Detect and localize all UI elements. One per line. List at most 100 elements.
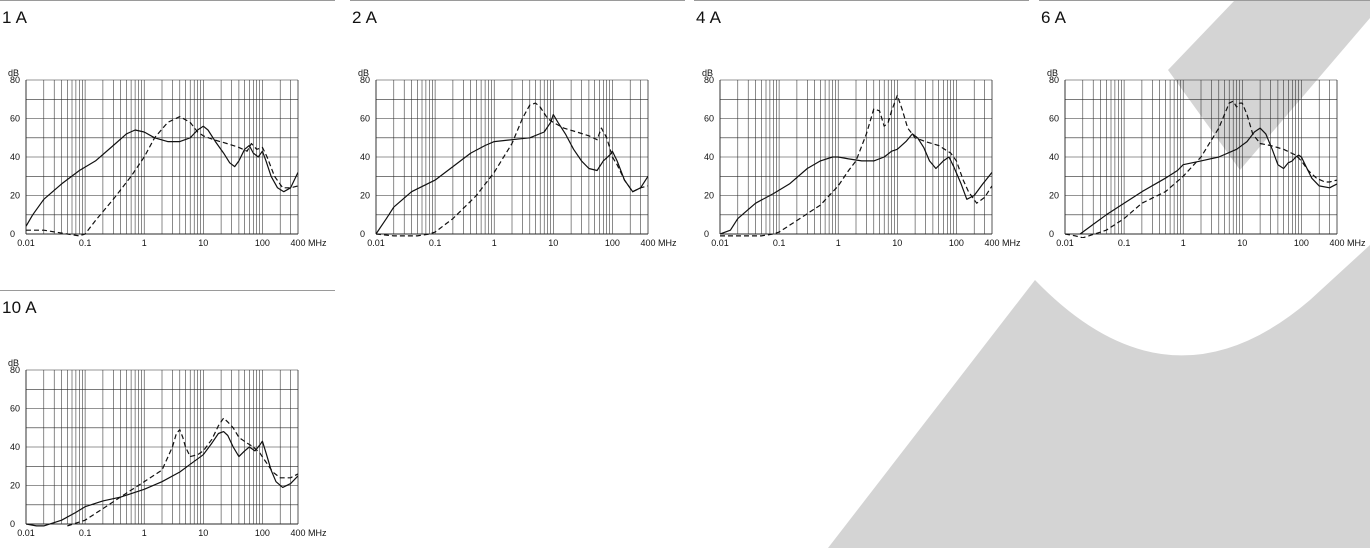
series-line-dashed bbox=[26, 116, 298, 237]
panel-title: 6 A bbox=[1041, 8, 1067, 27]
watermark-hook bbox=[828, 245, 1370, 548]
y-tick-label: 40 bbox=[360, 152, 370, 162]
chart-panel-2a: 2 A 0 20 40 60 80 dB 0.01 0.1 1 10 100 400 MHz bbox=[350, 0, 685, 270]
x-tick-label: 100 bbox=[255, 238, 270, 248]
x-tick-label: 0.1 bbox=[773, 238, 786, 248]
y-tick-label: 20 bbox=[704, 191, 714, 201]
y-tick-label: 60 bbox=[360, 114, 370, 124]
chart-panel-1a: 1 A 0 20 40 60 80 dB 0.01 0.1 1 10 100 400 MHz bbox=[0, 0, 335, 270]
x-tick-label: 0.01 bbox=[17, 528, 35, 538]
y-tick-label: 80 bbox=[360, 75, 370, 85]
x-tick-label: 400 bbox=[1329, 238, 1344, 248]
y-tick-label: 20 bbox=[360, 191, 370, 201]
series-line-solid bbox=[720, 133, 992, 235]
x-tick-label: 0.01 bbox=[1056, 238, 1074, 248]
panel-title: 10 A bbox=[2, 298, 37, 317]
y-tick-label: 0 bbox=[10, 519, 15, 529]
watermark-logo bbox=[828, 0, 1370, 548]
y-tick-label: 20 bbox=[1049, 191, 1059, 201]
x-tick-label: 1 bbox=[142, 238, 147, 248]
x-tick-label: 0.1 bbox=[79, 528, 92, 538]
x-tick-label: 400 bbox=[984, 238, 999, 248]
series-line-dashed bbox=[67, 417, 298, 527]
y-tick-label: 80 bbox=[1049, 75, 1059, 85]
x-tick-label: 400 bbox=[290, 238, 305, 248]
x-tick-label: 0.01 bbox=[367, 238, 385, 248]
x-tick-label: 10 bbox=[1237, 238, 1247, 248]
x-tick-label: 1 bbox=[142, 528, 147, 538]
series-line-dashed bbox=[376, 102, 648, 237]
x-tick-label: 400 bbox=[640, 238, 655, 248]
y-tick-label: 0 bbox=[1049, 229, 1054, 239]
y-tick-label: 80 bbox=[10, 75, 20, 85]
y-tick-label: 0 bbox=[360, 229, 365, 239]
x-unit-label: MHz bbox=[658, 238, 677, 248]
grid bbox=[1064, 79, 1338, 235]
x-tick-label: 10 bbox=[198, 238, 208, 248]
panel-rule bbox=[1039, 0, 1370, 1]
x-tick-label: 100 bbox=[605, 238, 620, 248]
x-unit-label: MHz bbox=[1002, 238, 1021, 248]
series-line-solid bbox=[376, 114, 648, 235]
x-tick-label: 10 bbox=[548, 238, 558, 248]
x-tick-label: 0.1 bbox=[429, 238, 442, 248]
y-unit-label: dB bbox=[702, 68, 713, 78]
y-tick-label: 20 bbox=[10, 191, 20, 201]
x-tick-label: 100 bbox=[1294, 238, 1309, 248]
y-tick-label: 0 bbox=[10, 229, 15, 239]
grid bbox=[719, 79, 993, 235]
y-unit-label: dB bbox=[358, 68, 369, 78]
x-unit-label: MHz bbox=[308, 238, 327, 248]
grid bbox=[375, 79, 649, 235]
panel-rule bbox=[350, 0, 685, 1]
grid bbox=[25, 79, 299, 235]
chart-panel-4a: 4 A 0 20 40 60 80 dB 0.01 0.1 1 10 100 400 MHz bbox=[694, 0, 1029, 270]
panel-rule bbox=[0, 290, 335, 291]
y-unit-label: dB bbox=[8, 358, 19, 368]
x-unit-label: MHz bbox=[308, 528, 327, 538]
chart-panel-6a: 6 A 0 20 40 60 80 dB 0.01 0.1 1 10 100 400 MHz bbox=[1039, 0, 1370, 270]
x-tick-label: 1 bbox=[836, 238, 841, 248]
y-tick-label: 80 bbox=[704, 75, 714, 85]
y-tick-label: 60 bbox=[10, 404, 20, 414]
y-tick-label: 60 bbox=[1049, 114, 1059, 124]
panel-title: 2 A bbox=[352, 8, 378, 27]
x-tick-label: 1 bbox=[492, 238, 497, 248]
x-tick-label: 400 bbox=[290, 528, 305, 538]
y-unit-label: dB bbox=[1047, 68, 1058, 78]
series-line-solid bbox=[26, 125, 298, 227]
grid bbox=[25, 369, 299, 525]
x-tick-label: 0.1 bbox=[1118, 238, 1131, 248]
x-tick-label: 0.01 bbox=[17, 238, 35, 248]
y-tick-label: 40 bbox=[10, 152, 20, 162]
watermark-stripe bbox=[1168, 0, 1370, 170]
panel-rule bbox=[0, 0, 335, 1]
x-tick-label: 10 bbox=[892, 238, 902, 248]
x-tick-label: 1 bbox=[1181, 238, 1186, 248]
x-tick-label: 10 bbox=[198, 528, 208, 538]
y-tick-label: 40 bbox=[10, 442, 20, 452]
panel-title: 4 A bbox=[696, 8, 722, 27]
chart-panel-10a: 10 A 0 20 40 60 80 dB 0.01 0.1 1 10 100 400 MHz bbox=[0, 290, 335, 560]
y-tick-label: 40 bbox=[704, 152, 714, 162]
y-tick-label: 60 bbox=[10, 114, 20, 124]
y-unit-label: dB bbox=[8, 68, 19, 78]
x-tick-label: 100 bbox=[255, 528, 270, 538]
series-line-solid bbox=[26, 431, 298, 527]
y-tick-label: 80 bbox=[10, 365, 20, 375]
x-tick-label: 0.01 bbox=[711, 238, 729, 248]
series-line-dashed bbox=[1065, 100, 1337, 238]
x-unit-label: MHz bbox=[1347, 238, 1366, 248]
y-tick-label: 20 bbox=[10, 481, 20, 491]
panel-title: 1 A bbox=[2, 8, 28, 27]
x-tick-label: 0.1 bbox=[79, 238, 92, 248]
series-line-solid bbox=[1079, 127, 1337, 235]
x-tick-label: 100 bbox=[949, 238, 964, 248]
y-tick-label: 40 bbox=[1049, 152, 1059, 162]
panel-rule bbox=[694, 0, 1029, 1]
